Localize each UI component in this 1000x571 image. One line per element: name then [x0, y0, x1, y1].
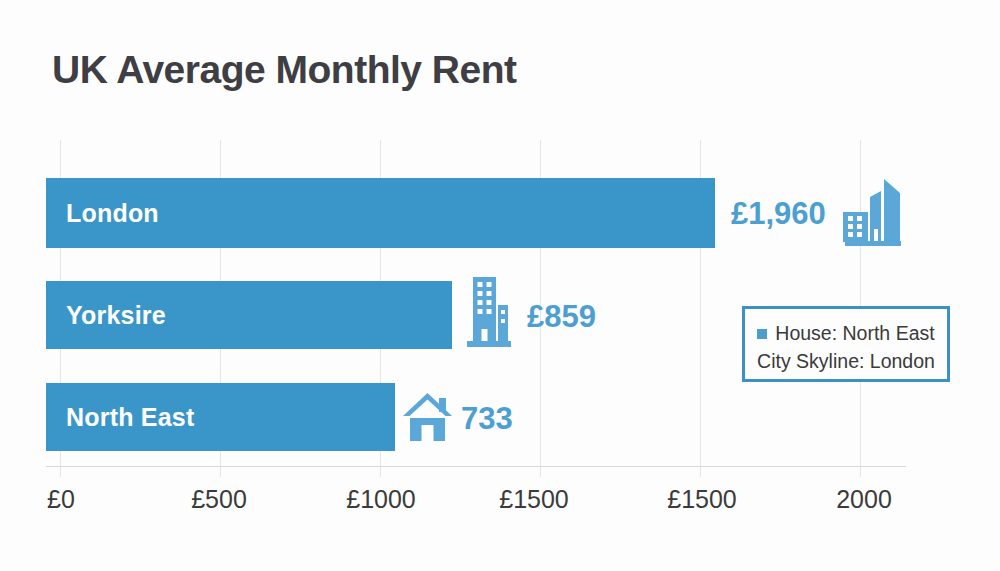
bar-value-north-east: 733	[461, 403, 513, 434]
legend-bullet-icon	[757, 329, 767, 339]
legend-label: City Skyline: London	[757, 350, 935, 372]
bar-label: London	[46, 199, 159, 228]
legend-label: House: North East	[775, 322, 934, 344]
chart-canvas: UK Average Monthly Rent London £1,960	[0, 0, 1000, 571]
x-axis-line	[46, 466, 906, 467]
x-tick-label: £1500	[499, 485, 569, 514]
bar-value-yorksire: £859	[527, 301, 596, 332]
x-tick-label: £1000	[346, 485, 416, 514]
x-tick-label: £1500	[667, 485, 737, 514]
legend-entry-city-skyline: City Skyline: London	[745, 347, 947, 375]
building-icon	[467, 277, 511, 351]
legend-entry-house: House: North East	[745, 319, 947, 347]
x-tick-label: 2000	[836, 485, 892, 514]
city-skyline-icon	[843, 177, 903, 250]
house-icon	[403, 393, 452, 445]
x-tick-label: £0	[47, 485, 75, 514]
x-tick-label: £500	[191, 485, 247, 514]
bar-north-east: North East	[46, 383, 395, 451]
chart-title: UK Average Monthly Rent	[52, 48, 517, 92]
bar-value-london: £1,960	[731, 198, 826, 229]
chart-legend: House: North East City Skyline: London	[742, 306, 950, 382]
bar-london: London	[46, 178, 715, 248]
bar-yorksire: Yorksire	[46, 281, 452, 349]
bar-label: North East	[46, 403, 194, 432]
bar-label: Yorksire	[46, 301, 166, 330]
